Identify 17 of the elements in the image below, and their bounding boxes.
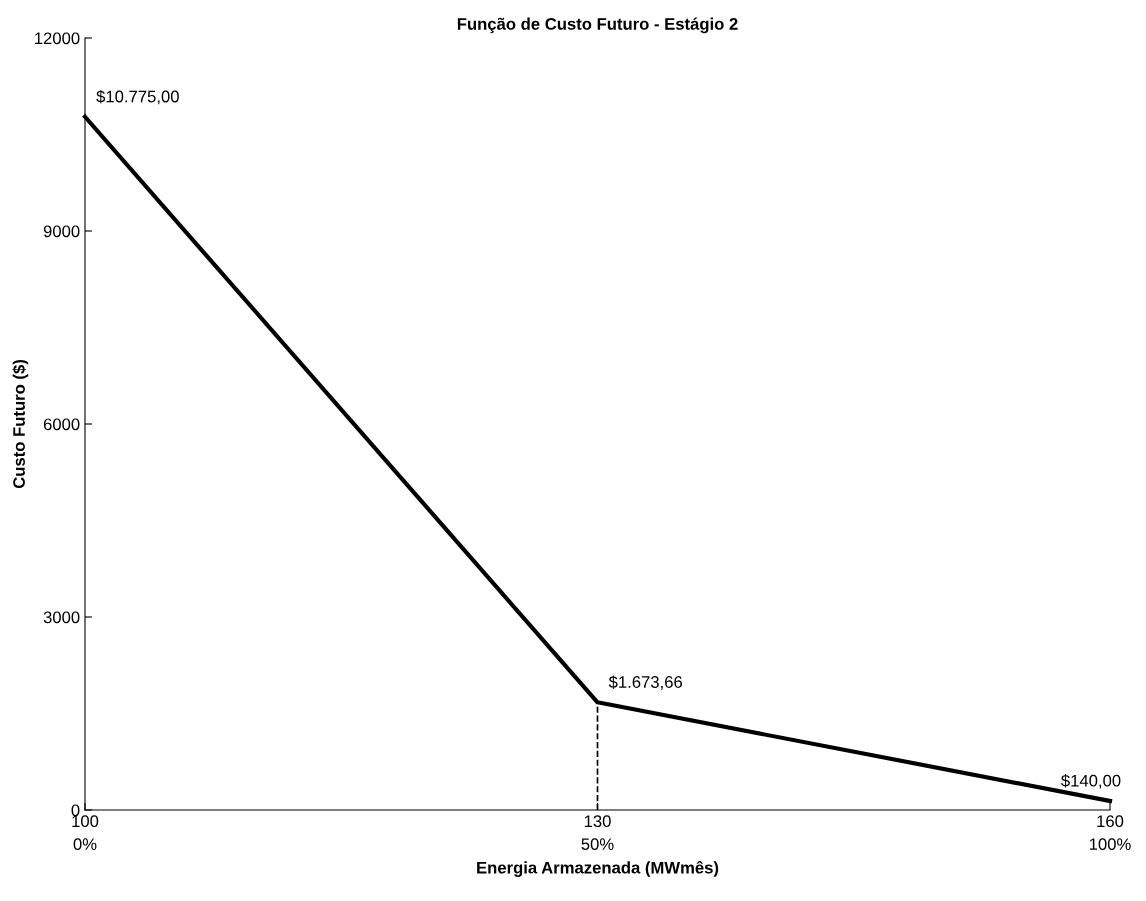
data-label: $1.673,66 <box>608 675 683 690</box>
y-tick-label: 6000 <box>43 418 80 431</box>
y-axis-title: Custo Futuro ($) <box>12 360 29 489</box>
y-tick-label: 9000 <box>43 225 80 238</box>
y-tick-label: 3000 <box>43 611 80 624</box>
data-label: $140,00 <box>1061 774 1121 789</box>
x-tick-label: 160 <box>1097 815 1124 828</box>
x2-tick-label: 0% <box>73 838 97 851</box>
x2-tick-label: 50% <box>581 838 614 851</box>
x2-tick-label: 100% <box>1089 838 1131 851</box>
y-tick-label: 0 <box>71 804 80 817</box>
x-tick-label: 100 <box>72 815 99 828</box>
x-tick-label: 130 <box>584 815 611 828</box>
x-axis-title: Energia Armazenada (MWmês) <box>477 860 719 877</box>
y-tick-label: 12000 <box>35 32 80 45</box>
data-label: $10.775,00 <box>96 89 179 105</box>
chart-title: Função de Custo Futuro - Estágio 2 <box>457 17 738 34</box>
